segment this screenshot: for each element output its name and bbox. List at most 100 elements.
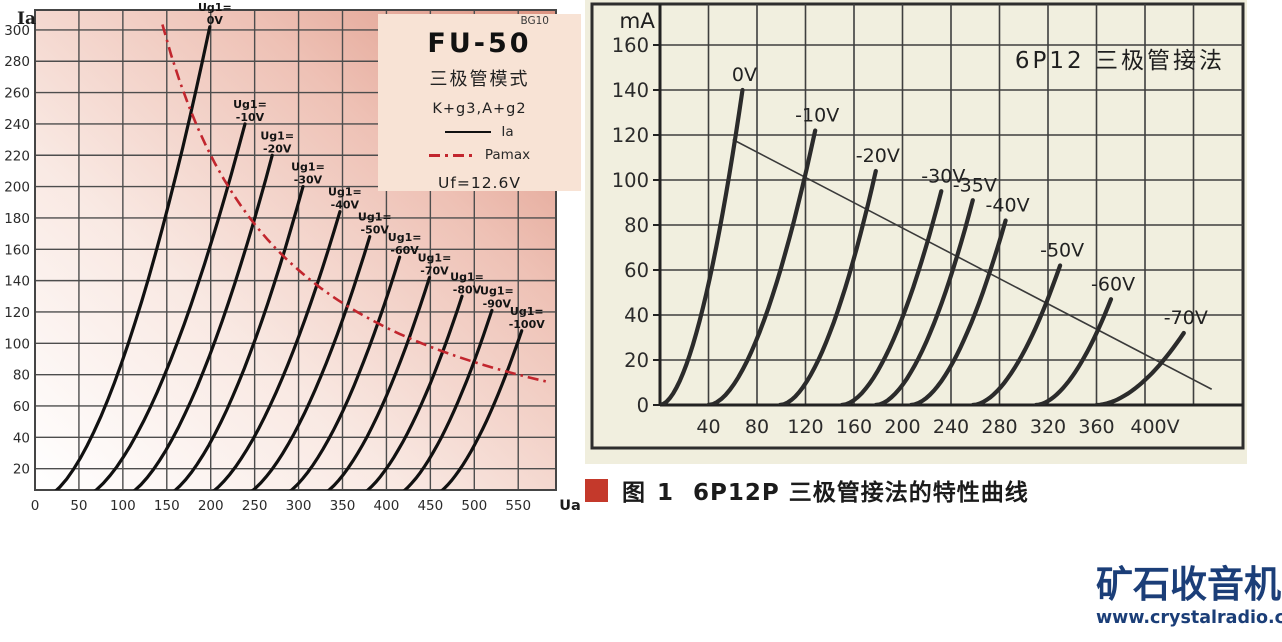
- p6p12-x-tick-labels: 40 80 120 160 200 240 280 320 360 400V: [696, 416, 1179, 438]
- x-tick-label: 160: [836, 416, 872, 438]
- y-tick-label: 40: [624, 304, 649, 327]
- x-tick-label: 450: [417, 498, 443, 514]
- y-tick-label: 220: [4, 148, 30, 164]
- curve-label: -60V: [390, 244, 419, 257]
- legend-pamax-label: Pamax: [484, 147, 531, 163]
- curve-label: -30V: [921, 165, 965, 187]
- load-line: [732, 138, 1213, 390]
- x-tick-label: 0: [31, 498, 40, 514]
- x-tick-label: 200: [198, 498, 224, 514]
- curve-label: Ug1=: [233, 98, 267, 111]
- legend-mode-label: 三极管模式: [429, 69, 530, 90]
- pamax-curve: [161, 24, 550, 384]
- characteristic-curve-Ug1-70V: [326, 275, 432, 490]
- y-tick-label: 260: [4, 86, 30, 102]
- y-tick-label: 120: [612, 124, 649, 147]
- curve-label: -80V: [453, 283, 482, 296]
- y-tick-label: 120: [4, 305, 30, 321]
- y-tick-label: 60: [624, 259, 649, 282]
- y-tick-label: 280: [4, 54, 30, 70]
- site-logo: 矿石收音机 www.crystalradio.cn: [1096, 563, 1282, 628]
- y-tick-label: 20: [13, 462, 30, 478]
- p6p12-curve-labels: 0V -10V -20V -30V-35V-40V -50V -60V -70V: [732, 64, 1208, 329]
- y-tick-label: 140: [612, 79, 649, 102]
- y-tick-label: 160: [612, 34, 649, 57]
- legend-ia-label: Ia: [501, 124, 514, 140]
- fu50-chart-panel: Ug1= 0V Ug1= -10V Ug1= -20V Ug1= -30V Ug1= -40V Ug…: [0, 0, 585, 535]
- curve-label: Ug1=: [510, 305, 544, 318]
- legend-connection-label: K+g3,A+g2: [432, 101, 527, 117]
- caption-figure-number: 图 1: [622, 480, 676, 506]
- curve-label: 0V: [732, 64, 757, 86]
- x-tick-label: 200: [884, 416, 920, 438]
- characteristic-curve--35V: [873, 198, 975, 405]
- curve-label: -100V: [509, 318, 546, 331]
- fu50-x-tick-labels: 0 50 100 150 200 250 300 350 400 450 500 550: [31, 498, 531, 514]
- characteristic-curve-Ug10V: [54, 25, 212, 490]
- curve-label: -35V: [953, 174, 997, 196]
- curve-label: -10V: [236, 111, 265, 124]
- x-tick-label: 250: [242, 498, 268, 514]
- x-tick-label: 550: [505, 498, 531, 514]
- legend-heater-label: Uf=12.6V: [438, 174, 521, 192]
- characteristic-curve-Ug1-100V: [440, 329, 524, 490]
- fu50-legend: BG10 FU-50 三极管模式 K+g3,A+g2 Ia Pamax Uf=1…: [378, 14, 581, 192]
- y-tick-label: 100: [612, 169, 649, 192]
- fu50-curve-labels: Ug1=0VUg1=-10VUg1=-20VUg1=-30VUg1=-40VUg…: [198, 1, 545, 331]
- figure-caption: 图 1 6P12P 三极管接法的特性曲线: [585, 473, 1029, 507]
- x-tick-label: 120: [787, 416, 823, 438]
- caption-text: 6P12P 三极管接法的特性曲线: [693, 480, 1029, 506]
- x-tick-label: 80: [745, 416, 769, 438]
- characteristic-curve-Ug1-40V: [212, 210, 342, 490]
- p6p12-y-tick-labels: 0 20 40 60 80 100 120 140 160: [612, 34, 649, 417]
- curve-label: -20V: [856, 145, 900, 167]
- y-tick-label: 140: [4, 274, 30, 290]
- curve-label: Ug1=: [358, 211, 392, 224]
- curve-label: Ug1=: [198, 1, 232, 14]
- curve-label: -20V: [263, 142, 292, 155]
- characteristic-curve-Ug1-10V: [93, 122, 247, 490]
- curve-label: -50V: [361, 224, 390, 237]
- x-tick-label: 240: [933, 416, 969, 438]
- logo-name: 矿石收音机: [1096, 563, 1281, 606]
- y-tick-label: 160: [4, 242, 30, 258]
- y-tick-label: 40: [13, 430, 30, 446]
- x-tick-label: 40: [696, 416, 720, 438]
- logo-url: www.crystalradio.cn: [1096, 607, 1282, 628]
- x-tick-label: 500: [461, 498, 487, 514]
- y-tick-label: 240: [4, 117, 30, 133]
- dash-dot-line-sample-icon: [428, 153, 475, 157]
- curve-label: -40V: [331, 199, 360, 212]
- curve-label: -10V: [795, 105, 839, 127]
- x-tick-label: 320: [1030, 416, 1066, 438]
- x-tick-label: 360: [1078, 416, 1114, 438]
- characteristic-curve--50V: [970, 263, 1063, 405]
- fu50-plot-frame: [34, 9, 557, 491]
- characteristic-curve-Ug1-20V: [132, 153, 274, 490]
- characteristic-curve--20V: [777, 168, 878, 405]
- y-tick-label: 20: [624, 349, 649, 372]
- legend-watermark: BG10: [520, 15, 549, 27]
- p6p12-plot-frame: [590, 2, 1245, 450]
- curve-label: Ug1=: [450, 270, 484, 283]
- curve-label: -50V: [1040, 240, 1084, 262]
- curve-label: -70V: [1164, 307, 1208, 329]
- curve-label: -30V: [294, 174, 323, 187]
- characteristic-curve-Ug1-30V: [173, 185, 305, 490]
- y-axis-title: mA: [619, 9, 655, 34]
- x-tick-label: 350: [330, 498, 356, 514]
- x-tick-label: 400V: [1130, 416, 1179, 438]
- x-tick-label: 100: [110, 498, 136, 514]
- curve-label: Ug1=: [291, 161, 325, 174]
- x-tick-label: 50: [70, 498, 87, 514]
- y-tick-label: 300: [4, 23, 30, 39]
- characteristic-curve--40V: [908, 218, 1008, 405]
- y-tick-label: 180: [4, 211, 30, 227]
- characteristic-curve--10V: [706, 128, 818, 405]
- y-tick-label: 80: [13, 368, 30, 384]
- characteristic-curve--60V: [1033, 297, 1114, 405]
- p6p12-gridlines: [660, 4, 1243, 405]
- curve-label: 0V: [207, 14, 224, 27]
- characteristic-curve-Ug1-90V: [402, 308, 494, 490]
